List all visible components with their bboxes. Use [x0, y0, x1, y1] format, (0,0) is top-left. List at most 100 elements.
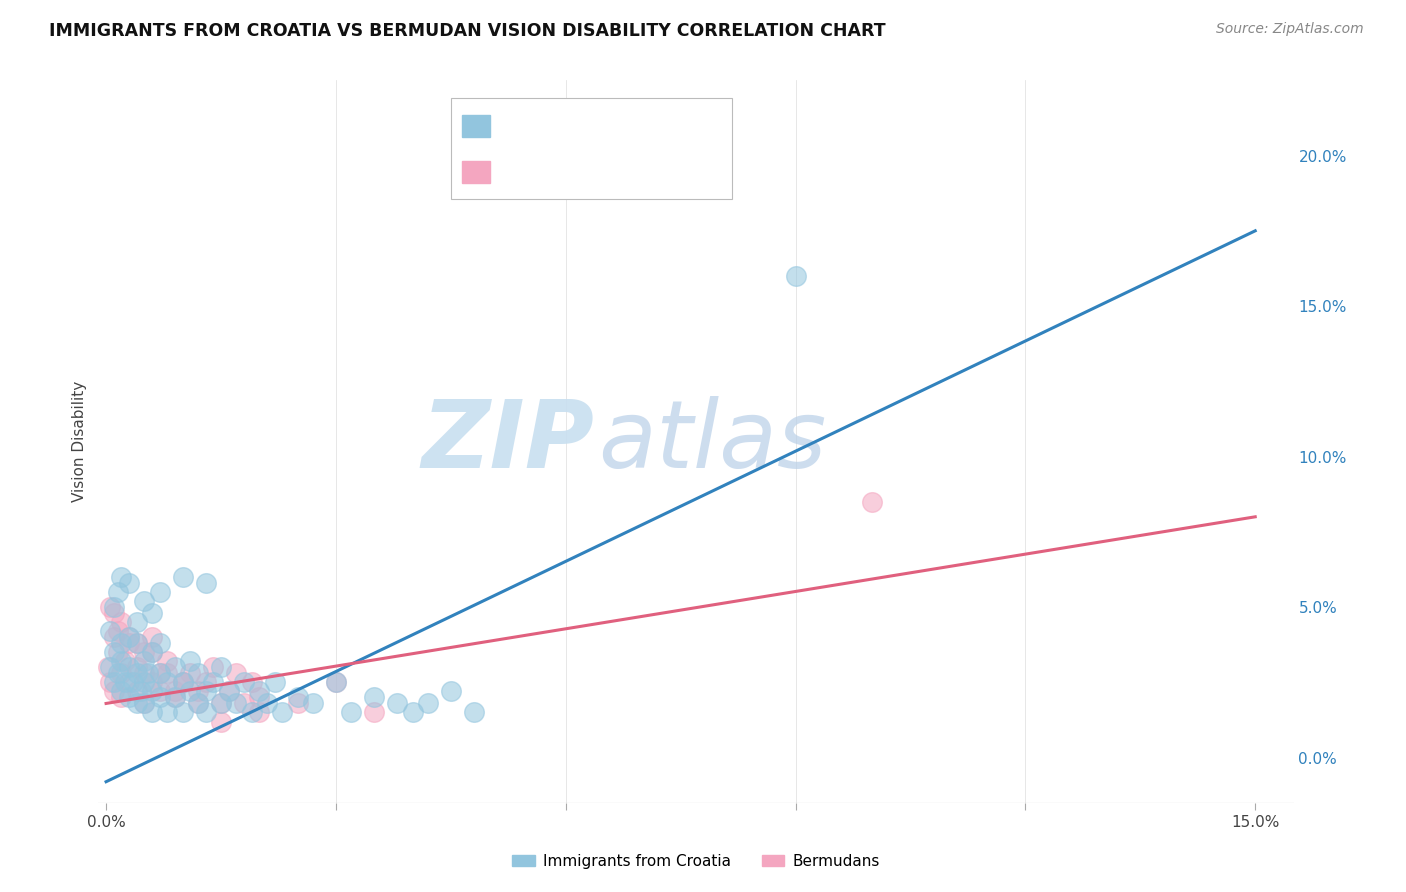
Point — [179, 666, 201, 681]
Point — [129, 684, 152, 698]
Point — [125, 636, 148, 650]
Point — [110, 666, 132, 681]
Point — [218, 684, 240, 698]
Point — [134, 697, 156, 711]
Point — [209, 697, 232, 711]
Point — [172, 675, 194, 690]
Point — [110, 690, 132, 705]
Point — [103, 675, 125, 690]
Point — [325, 675, 347, 690]
Point — [103, 684, 125, 698]
Point — [149, 684, 172, 698]
Point — [141, 630, 163, 644]
Point — [187, 697, 209, 711]
Point — [202, 675, 225, 690]
Point — [141, 706, 163, 720]
Point — [110, 570, 132, 584]
Point — [110, 654, 132, 668]
Point — [125, 660, 148, 674]
Point — [194, 576, 217, 591]
Point — [256, 697, 278, 711]
Point — [194, 684, 217, 698]
Point — [172, 570, 194, 584]
Point — [134, 675, 156, 690]
Point — [179, 684, 201, 698]
Point — [149, 585, 172, 599]
Point — [141, 606, 163, 620]
Point — [118, 660, 141, 674]
Point — [233, 675, 256, 690]
Point — [263, 675, 285, 690]
Y-axis label: Vision Disability: Vision Disability — [72, 381, 87, 502]
Point — [218, 684, 240, 698]
Point — [134, 654, 156, 668]
Point — [97, 660, 120, 674]
Point — [363, 690, 385, 705]
Point — [118, 636, 141, 650]
Point — [98, 660, 121, 674]
Point — [340, 706, 363, 720]
Point — [785, 268, 807, 283]
Point — [247, 690, 270, 705]
Point — [163, 690, 186, 705]
Point — [122, 675, 145, 690]
Point — [103, 630, 125, 644]
Point — [110, 615, 132, 630]
Point — [107, 666, 129, 681]
Point — [187, 666, 209, 681]
Text: IMMIGRANTS FROM CROATIA VS BERMUDAN VISION DISABILITY CORRELATION CHART: IMMIGRANTS FROM CROATIA VS BERMUDAN VISI… — [49, 22, 886, 40]
Point — [325, 675, 347, 690]
Point — [107, 585, 129, 599]
Point — [156, 654, 179, 668]
Point — [110, 636, 132, 650]
Point — [125, 636, 148, 650]
Point — [118, 576, 141, 591]
Point — [114, 654, 136, 668]
Point — [401, 706, 423, 720]
Point — [172, 675, 194, 690]
Point — [209, 714, 232, 729]
Point — [247, 706, 270, 720]
Point — [141, 645, 163, 659]
Point — [110, 684, 132, 698]
Point — [107, 624, 129, 639]
Point — [118, 675, 141, 690]
Point — [134, 594, 156, 608]
Legend: Immigrants from Croatia, Bermudans: Immigrants from Croatia, Bermudans — [506, 847, 886, 875]
Point — [179, 654, 201, 668]
Point — [271, 706, 294, 720]
Point — [194, 706, 217, 720]
Point — [107, 645, 129, 659]
Point — [860, 494, 883, 508]
Point — [149, 666, 172, 681]
Point — [156, 675, 179, 690]
Point — [194, 675, 217, 690]
Point — [240, 675, 263, 690]
Point — [363, 706, 385, 720]
Point — [163, 684, 186, 698]
Point — [463, 706, 485, 720]
Point — [134, 697, 156, 711]
Point — [172, 706, 194, 720]
Point — [103, 606, 125, 620]
Point — [202, 660, 225, 674]
Point — [163, 690, 186, 705]
Point — [156, 706, 179, 720]
Point — [247, 684, 270, 698]
Point — [156, 666, 179, 681]
Point — [134, 666, 156, 681]
Point — [302, 697, 325, 711]
Point — [98, 600, 121, 615]
Point — [125, 615, 148, 630]
Point — [118, 630, 141, 644]
Point — [118, 630, 141, 644]
Point — [149, 666, 172, 681]
Point — [149, 690, 172, 705]
Point — [125, 666, 148, 681]
Point — [136, 666, 159, 681]
Point — [187, 684, 209, 698]
Point — [118, 690, 141, 705]
Point — [225, 697, 247, 711]
Point — [209, 660, 232, 674]
Point — [385, 697, 409, 711]
